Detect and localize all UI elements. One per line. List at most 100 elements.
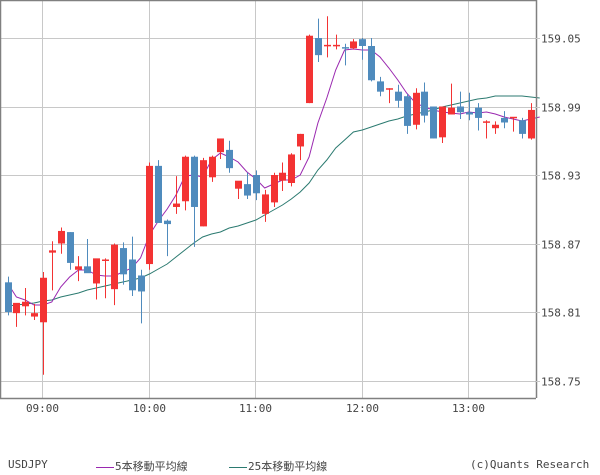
candle-body (342, 47, 349, 49)
candle (191, 155, 198, 247)
candle-body (13, 302, 20, 314)
candle-body (111, 244, 118, 290)
candle-body (288, 154, 295, 183)
candle (67, 232, 74, 270)
candle-body (519, 120, 526, 134)
candle (31, 304, 38, 320)
candle-body (120, 248, 127, 275)
legend-symbol: USDJPY (8, 458, 48, 471)
chart-plot: 159.05 158.99 158.93 158.87 158.81 158.75 09:… (0, 0, 581, 415)
candle (519, 117, 526, 139)
candle-body (466, 112, 473, 115)
candle-body (209, 156, 216, 178)
candle (226, 140, 233, 173)
candle (448, 83, 455, 115)
candle-body (483, 121, 490, 123)
candle-body (22, 301, 29, 307)
legend-ma25-label: 25本移動平均線 (248, 460, 328, 473)
x-tick-label: 11:00 (239, 402, 272, 415)
candle (49, 241, 56, 291)
candle-body (262, 194, 269, 214)
candle-body (129, 259, 136, 291)
candle (279, 162, 286, 191)
candle-body (510, 116, 517, 119)
candle (306, 34, 313, 104)
candle-body (58, 230, 65, 244)
candle (315, 18, 322, 62)
x-tick-label: 12:00 (346, 402, 379, 415)
candle (209, 155, 216, 182)
candle-body (217, 138, 224, 153)
candle-body (421, 91, 428, 116)
candle-body (457, 106, 464, 113)
candle-body (492, 124, 499, 129)
candle (439, 106, 446, 144)
candle-body (501, 117, 508, 123)
candle-body (359, 39, 366, 46)
candle (164, 219, 171, 257)
x-tick-label: 10:00 (133, 402, 166, 415)
x-axis: 09:00 10:00 11:00 12:00 13:00 (26, 402, 485, 415)
candle (102, 258, 109, 299)
candle-body (430, 106, 437, 139)
candle-body (395, 91, 402, 101)
candle-body (191, 156, 198, 207)
candle (395, 84, 402, 108)
candle-body (40, 277, 47, 323)
candle-body (271, 175, 278, 203)
candle-body (297, 133, 304, 147)
candle (350, 39, 357, 50)
candle-body (244, 184, 251, 196)
candle (84, 238, 91, 274)
candle (342, 43, 349, 66)
candle (253, 170, 260, 201)
candle-body (475, 107, 482, 118)
candle (40, 272, 47, 375)
candle-body (528, 109, 535, 139)
candle (182, 155, 189, 211)
legend-credit: (c)Quants Research (470, 458, 590, 471)
candle-body (253, 175, 260, 194)
candle-body (404, 96, 411, 126)
plot-frame (0, 0, 538, 400)
candle (501, 111, 508, 129)
y-tick-label: 159.05 (541, 33, 581, 46)
candle (13, 302, 20, 327)
candle-body (102, 259, 109, 261)
y-tick-label: 158.75 (541, 376, 581, 389)
candle (288, 153, 295, 187)
candle (466, 92, 473, 121)
ma25-swatch-icon (229, 466, 247, 468)
candle-body (146, 165, 153, 265)
candle (386, 88, 393, 104)
candle-body (182, 156, 189, 202)
candle-body (279, 172, 286, 181)
candle-body (67, 232, 74, 263)
y-tick-label: 158.99 (541, 102, 581, 115)
candle-body (173, 203, 180, 207)
candle (22, 288, 29, 316)
candle (262, 189, 269, 222)
candle-body (333, 44, 340, 47)
candle-body (138, 275, 145, 292)
candle (200, 157, 207, 227)
grid-lines (1, 0, 536, 398)
candle-body (350, 41, 357, 49)
candle (359, 38, 366, 60)
y-tick-label: 158.93 (541, 170, 581, 183)
candle (173, 176, 180, 214)
candle (475, 103, 482, 131)
candle (457, 91, 464, 120)
candle-body (439, 106, 446, 138)
candle-body (49, 250, 56, 253)
candle (404, 93, 411, 134)
candle (333, 34, 340, 50)
candle-body (155, 165, 162, 223)
y-tick-label: 158.87 (541, 239, 581, 252)
candle-body (315, 38, 322, 56)
candle (235, 180, 242, 199)
legend-ma5: 5本移動平均線 (96, 458, 188, 474)
candle (120, 242, 127, 285)
x-tick-label: 13:00 (452, 402, 485, 415)
candle-body (75, 266, 82, 270)
